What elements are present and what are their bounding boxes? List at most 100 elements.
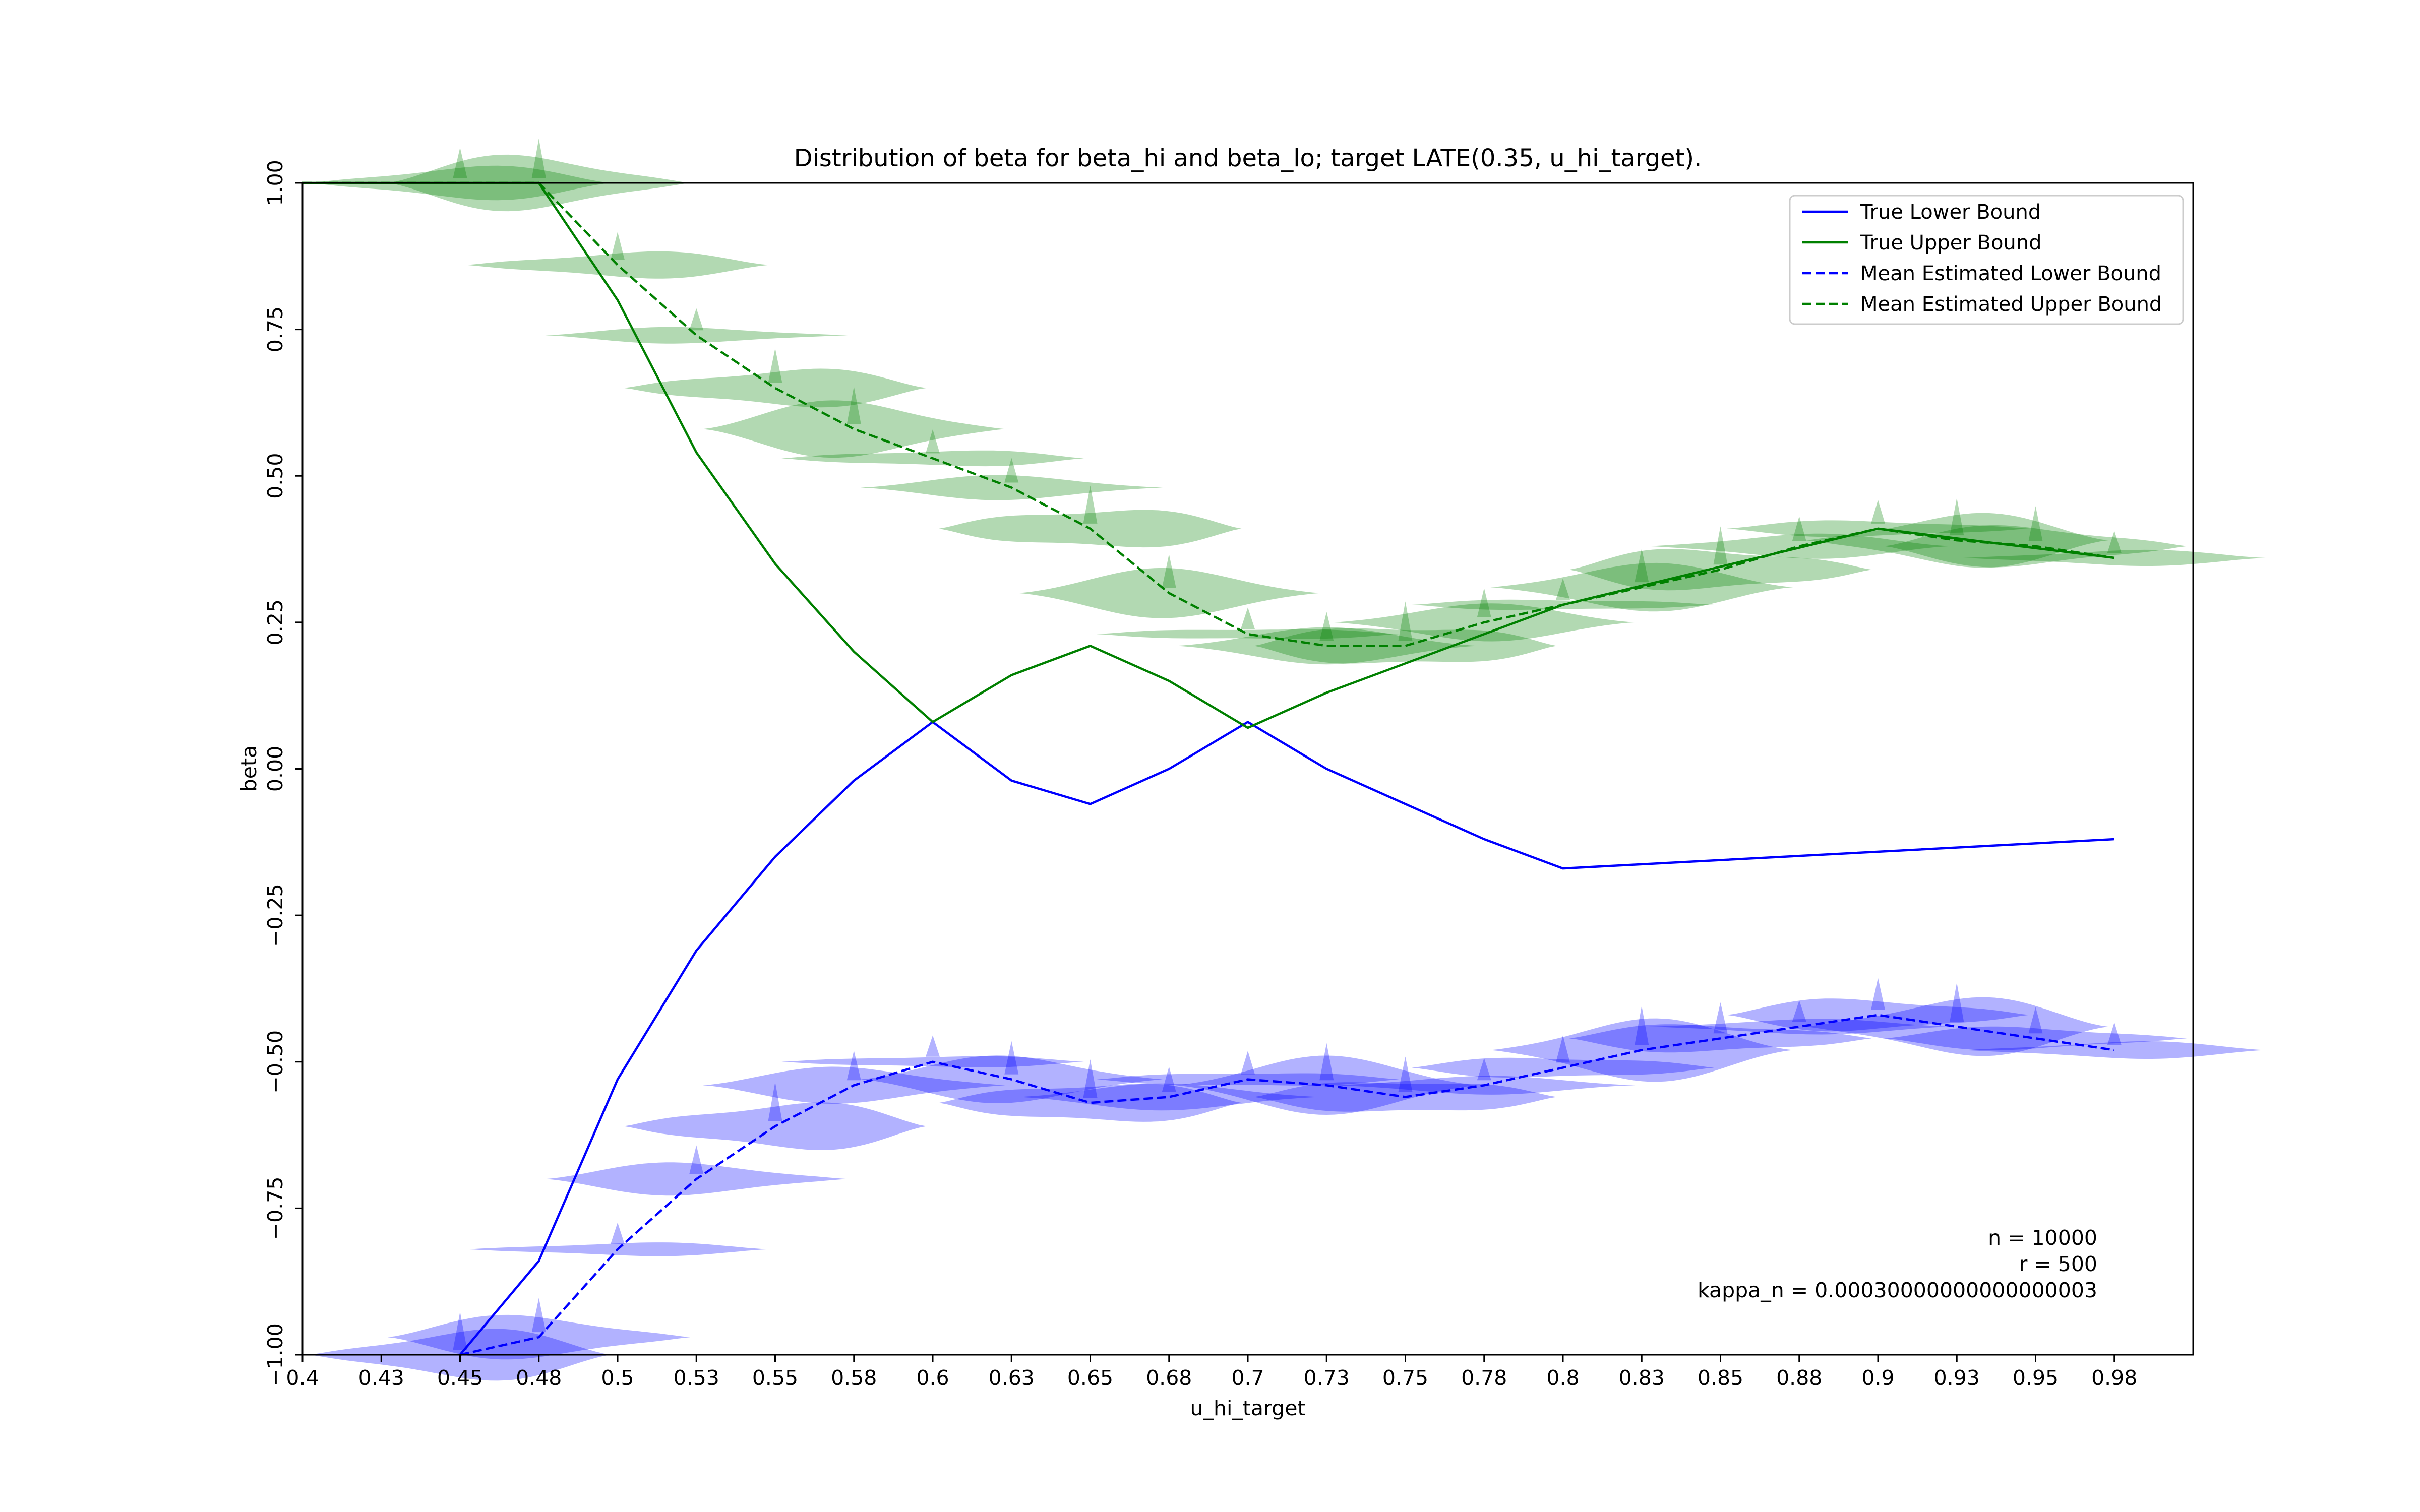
violin-spike-1-20 bbox=[2028, 1006, 2043, 1034]
chart-title: Distribution of beta for beta_hi and bet… bbox=[794, 144, 1702, 172]
x-tick-label: 0.63 bbox=[989, 1366, 1035, 1390]
violin-spike-1-17 bbox=[1792, 1000, 1806, 1022]
x-tick-label: 0.73 bbox=[1304, 1366, 1350, 1390]
violin-spike-0-17 bbox=[1792, 516, 1806, 541]
violin-spike-0-2 bbox=[611, 232, 625, 260]
violin-spike-1-11 bbox=[1319, 1043, 1334, 1081]
violin-spike-0-7 bbox=[1004, 458, 1019, 483]
y-axis-ticks: 1.00 0.75 0.50 0.25 0.00 −0.25 −0.50 −0.75 −1.00 bbox=[263, 160, 302, 1387]
violin-spike-1-5 bbox=[846, 1050, 861, 1081]
violin-0-5 bbox=[702, 400, 1005, 458]
violin-1-20 bbox=[1884, 1026, 2187, 1050]
y-tick-label: −0.25 bbox=[263, 884, 287, 947]
violin-spike-1-6 bbox=[926, 1035, 940, 1057]
x-tick-label: 0.85 bbox=[1698, 1366, 1743, 1390]
x-tick-label: 0.9 bbox=[1861, 1366, 1894, 1390]
y-tick-label: 0.75 bbox=[263, 306, 287, 352]
legend-label: True Upper Bound bbox=[1860, 231, 2042, 255]
series-line-0 bbox=[459, 721, 2114, 1356]
violin-spike-0-9 bbox=[1162, 554, 1176, 588]
violin-0-4 bbox=[624, 368, 927, 408]
violin-spike-1-2 bbox=[611, 1222, 625, 1244]
violin-spike-0-21 bbox=[2107, 531, 2122, 553]
violin-1-8 bbox=[939, 1084, 1242, 1122]
series-line-3 bbox=[302, 181, 2115, 647]
x-tick-label: 0.6 bbox=[916, 1366, 949, 1390]
violin-spike-0-3 bbox=[689, 308, 704, 331]
annotation-kappa: kappa_n = 0.00030000000000000003 bbox=[1698, 1278, 2097, 1302]
legend-items: True Lower Bound True Upper Bound Mean Est… bbox=[1802, 201, 2162, 316]
x-tick-label: 0.65 bbox=[1067, 1366, 1113, 1390]
x-axis-label: u_hi_target bbox=[1190, 1396, 1305, 1420]
violin-spike-0-16 bbox=[1713, 526, 1728, 565]
x-tick-label: 0.43 bbox=[358, 1366, 404, 1390]
lines-layer bbox=[302, 181, 2115, 1356]
violin-spike-0-18 bbox=[1871, 499, 1885, 524]
violin-0-2 bbox=[466, 251, 769, 279]
violin-spike-1-7 bbox=[1004, 1041, 1019, 1075]
x-tick-label: 0.45 bbox=[437, 1366, 483, 1390]
y-tick-label: 0.00 bbox=[263, 746, 287, 792]
legend: True Lower Bound True Upper Bound Mean Est… bbox=[1789, 195, 2184, 325]
y-axis-label: beta bbox=[237, 745, 261, 792]
x-tick-label: 0.7 bbox=[1231, 1366, 1264, 1390]
x-tick-label: 0.88 bbox=[1776, 1366, 1822, 1390]
violin-1-19 bbox=[1805, 997, 2108, 1056]
violin-0-10 bbox=[1097, 629, 1399, 639]
run-parameters-annotation: n = 10000 r = 500 kappa_n = 0.0003000000… bbox=[1698, 1226, 2097, 1302]
violin-spike-1-14 bbox=[1556, 1035, 1570, 1063]
violin-spike-0-11 bbox=[1319, 612, 1334, 641]
violin-spike-1-18 bbox=[1871, 978, 1885, 1010]
x-tick-label: 0.5 bbox=[601, 1366, 634, 1390]
violin-spike-0-6 bbox=[926, 429, 940, 454]
x-tick-label: 0.98 bbox=[2091, 1366, 2137, 1390]
violin-spike-1-13 bbox=[1477, 1058, 1491, 1081]
violin-spike-0-10 bbox=[1241, 607, 1255, 629]
x-tick-label: 0.75 bbox=[1382, 1366, 1428, 1390]
legend-label: Mean Estimated Lower Bound bbox=[1860, 262, 2161, 285]
violin-spike-0-19 bbox=[1950, 498, 1964, 536]
violin-spike-1-10 bbox=[1241, 1051, 1255, 1075]
series-line-1 bbox=[302, 181, 2115, 729]
violin-1-17 bbox=[1648, 1019, 1951, 1035]
violin-1-18 bbox=[1727, 998, 2029, 1032]
legend-label: Mean Estimated Upper Bound bbox=[1860, 293, 2162, 316]
y-tick-label: −1.00 bbox=[263, 1323, 287, 1387]
y-tick-label: −0.50 bbox=[263, 1030, 287, 1094]
x-tick-label: 0.55 bbox=[752, 1366, 798, 1390]
violin-spike-0-8 bbox=[1083, 485, 1098, 524]
violin-spike-1-19 bbox=[1950, 982, 1964, 1022]
violin-0-11 bbox=[1175, 627, 1478, 665]
violin-spike-0-1 bbox=[531, 139, 546, 178]
violin-1-9 bbox=[1017, 1083, 1320, 1111]
violin-spike-1-3 bbox=[689, 1145, 704, 1174]
x-tick-label: 0.8 bbox=[1546, 1366, 1579, 1390]
y-tick-label: 1.00 bbox=[263, 160, 287, 206]
violin-spike-0-15 bbox=[1635, 548, 1649, 583]
violin-spike-0-0 bbox=[453, 148, 467, 178]
x-tick-label: 0.78 bbox=[1461, 1366, 1507, 1390]
violin-spike-0-13 bbox=[1477, 588, 1491, 617]
violin-spike-1-12 bbox=[1398, 1056, 1413, 1092]
violin-spike-1-15 bbox=[1635, 1005, 1649, 1045]
violin-spike-1-16 bbox=[1713, 1002, 1728, 1034]
legend-box bbox=[1789, 195, 2184, 325]
x-tick-label: 0.58 bbox=[831, 1366, 877, 1390]
annotation-n: n = 10000 bbox=[1988, 1226, 2097, 1250]
y-tick-label: 0.25 bbox=[263, 599, 287, 645]
x-tick-label: 0.68 bbox=[1146, 1366, 1192, 1390]
violin-spike-0-14 bbox=[1556, 578, 1570, 600]
x-tick-label: 0.53 bbox=[674, 1366, 719, 1390]
series-line-2 bbox=[460, 1014, 2115, 1356]
violin-spike-1-0 bbox=[453, 1311, 467, 1350]
x-tick-label: 0.83 bbox=[1619, 1366, 1665, 1390]
annotation-r: r = 500 bbox=[2019, 1252, 2097, 1276]
violin-spike-1-4 bbox=[768, 1082, 782, 1121]
violin-spike-0-20 bbox=[2028, 506, 2043, 541]
y-tick-label: 0.50 bbox=[263, 453, 287, 499]
violin-0-16 bbox=[1569, 549, 1872, 591]
x-tick-label: 0.93 bbox=[1934, 1366, 1980, 1390]
violin-spike-0-4 bbox=[768, 348, 782, 383]
violin-0-12 bbox=[1254, 628, 1557, 664]
